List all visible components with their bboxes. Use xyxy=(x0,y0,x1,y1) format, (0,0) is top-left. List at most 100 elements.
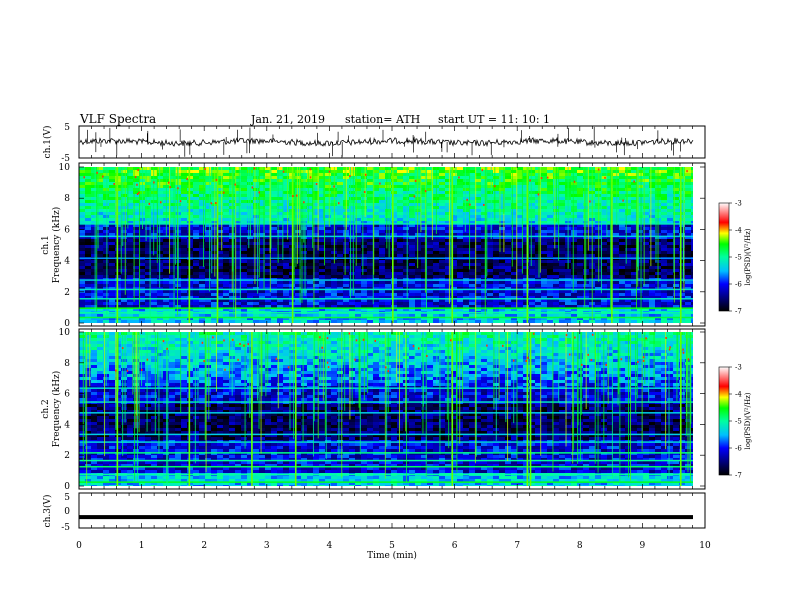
spectrogram-cell xyxy=(199,248,205,251)
spectrogram-cell xyxy=(577,227,583,230)
spectrogram-cell xyxy=(163,287,169,290)
spectrogram-cell xyxy=(691,296,693,299)
spectrogram-cell xyxy=(337,206,343,209)
spectrogram-cell xyxy=(685,167,691,170)
spectrogram-cell xyxy=(685,299,691,302)
spectrogram-cell xyxy=(409,209,415,212)
spectrogram-cell xyxy=(667,272,673,275)
spectrogram-cell xyxy=(199,185,205,188)
spectrogram-cell xyxy=(691,197,693,200)
spectrogram-cell xyxy=(241,218,247,221)
spectrogram-cell xyxy=(193,218,199,221)
spectrogram-cell xyxy=(409,188,415,191)
spectrogram-cell xyxy=(241,224,247,227)
spectrogram-cell xyxy=(541,263,547,266)
spectrogram-cell xyxy=(571,287,577,290)
spectrogram-cell xyxy=(583,305,589,308)
spectrogram-cell xyxy=(139,269,145,272)
spectrogram-cell xyxy=(355,224,361,227)
spectrogram-cell xyxy=(361,221,367,224)
spectrogram-cell xyxy=(505,293,511,296)
spectrogram-cell xyxy=(637,203,643,206)
spectrogram-cell xyxy=(355,236,361,239)
spectrogram-cell xyxy=(691,242,693,245)
spectrogram-cell xyxy=(349,200,355,203)
spectrogram-cell xyxy=(307,269,313,272)
spectrogram-cell xyxy=(595,176,601,179)
spectrogram-cell xyxy=(79,188,85,191)
spectrogram-cell xyxy=(577,236,583,239)
spectrogram-cell xyxy=(535,263,541,266)
spectrogram-cell xyxy=(571,254,577,257)
spectrogram-cell xyxy=(265,275,271,278)
spectrogram-cell xyxy=(679,236,685,239)
spectrogram-cell xyxy=(595,248,601,251)
spectrogram-cell xyxy=(379,176,385,179)
spectrogram-cell xyxy=(295,305,301,308)
spectrogram-cell xyxy=(397,266,403,269)
spectrogram-cell xyxy=(643,275,649,278)
spectrogram-cell xyxy=(463,236,469,239)
spectrogram-cell xyxy=(427,254,433,257)
spectrogram-cell xyxy=(613,206,619,209)
spectrogram-cell xyxy=(103,275,109,278)
spectrogram-cell xyxy=(673,212,679,215)
spectrogram-cell xyxy=(451,296,457,299)
spectrogram-cell xyxy=(349,182,355,185)
spectrogram-cell xyxy=(595,221,601,224)
spectrogram-cell xyxy=(625,284,631,287)
spectrogram-cell xyxy=(169,242,175,245)
spectrogram-cell xyxy=(433,263,439,266)
spectrogram-cell xyxy=(487,203,493,206)
spectrogram-cell xyxy=(391,200,397,203)
spectrogram-cell xyxy=(139,176,145,179)
spectrogram-cell xyxy=(205,296,211,299)
spectrogram-cell xyxy=(205,275,211,278)
spectrogram-cell xyxy=(241,194,247,197)
spectrogram-cell xyxy=(121,266,127,269)
spectrogram-cell xyxy=(127,176,133,179)
spectrogram-cell xyxy=(283,251,289,254)
spectrogram-cell xyxy=(241,179,247,182)
spectrogram-cell xyxy=(319,269,325,272)
spectrogram-cell xyxy=(121,221,127,224)
spectrogram-cell xyxy=(547,212,553,215)
spectrogram-cell xyxy=(79,176,85,179)
spectrogram-cell xyxy=(97,194,103,197)
spectrogram-cell xyxy=(355,227,361,230)
spectrogram-cell xyxy=(421,242,427,245)
spectrogram-cell xyxy=(439,293,445,296)
spectrogram-cell xyxy=(145,251,151,254)
spectrogram-cell xyxy=(595,167,601,170)
spectrogram-cell xyxy=(607,185,613,188)
spectrogram-cell xyxy=(427,281,433,284)
spectrogram-cell xyxy=(631,242,637,245)
spectrogram-cell xyxy=(643,245,649,248)
spectrogram-cell xyxy=(637,284,643,287)
spectrogram-cell xyxy=(637,200,643,203)
spectrogram-cell xyxy=(661,251,667,254)
spectrogram-cell xyxy=(397,230,403,233)
spectrogram-cell xyxy=(469,269,475,272)
spectrogram-cell xyxy=(559,182,565,185)
spectrogram-cell xyxy=(637,239,643,242)
spectrogram-cell xyxy=(649,191,655,194)
spectrogram-cell xyxy=(481,302,487,305)
spectrogram-cell xyxy=(199,263,205,266)
spectrogram-cell xyxy=(151,299,157,302)
spectrogram-cell xyxy=(529,224,535,227)
spectrogram-cell xyxy=(283,176,289,179)
spectrogram-cell xyxy=(631,251,637,254)
spectrogram-cell xyxy=(685,230,691,233)
spectrogram-cell xyxy=(217,236,223,239)
spectrogram-cell xyxy=(265,245,271,248)
spectrogram-cell xyxy=(481,242,487,245)
spectrogram-cell xyxy=(421,248,427,251)
spectrogram-cell xyxy=(355,167,361,170)
spectrogram-cell xyxy=(421,281,427,284)
spectrogram-cell xyxy=(97,287,103,290)
spectrogram-cell xyxy=(439,224,445,227)
spectrogram-cell xyxy=(379,230,385,233)
spectrogram-cell xyxy=(397,290,403,293)
spectrogram-cell xyxy=(637,299,643,302)
